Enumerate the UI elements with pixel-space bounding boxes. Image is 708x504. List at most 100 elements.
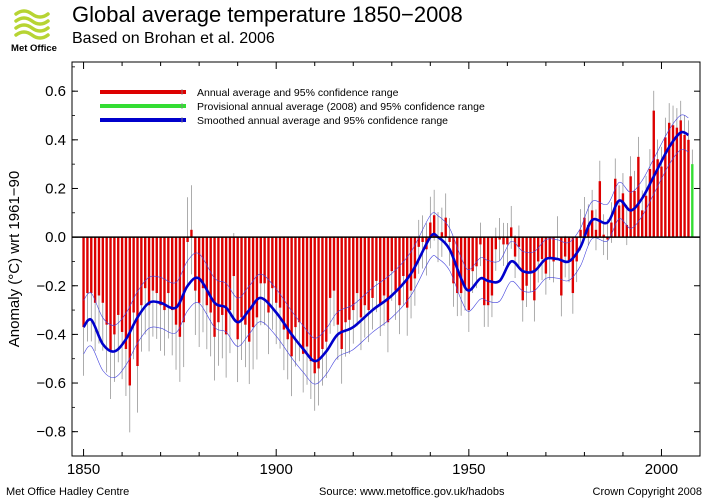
annual-bar [506, 237, 509, 245]
annual-bar [332, 237, 336, 291]
annual-bar [552, 237, 555, 262]
annual-bar [248, 237, 251, 342]
annual-bar [471, 237, 474, 272]
x-tick-label: 1900 [260, 461, 293, 478]
annual-bar [313, 237, 316, 374]
annual-bar [294, 237, 297, 328]
annual-bar [93, 237, 97, 303]
annual-bar [610, 222, 613, 238]
annual-bars [82, 110, 694, 386]
y-tick-label: −0.2 [36, 278, 66, 295]
annual-bar [290, 237, 293, 357]
annual-bar [328, 237, 332, 298]
x-tick-label: 1950 [452, 461, 485, 478]
annual-bar [86, 237, 89, 294]
annual-bar [548, 237, 551, 259]
annual-bar [301, 237, 305, 354]
annual-bar [648, 169, 652, 238]
annual-bar [536, 237, 540, 262]
annual-bar [413, 237, 417, 279]
annual-bar [386, 237, 390, 323]
annual-bar [375, 237, 378, 281]
annual-bar [109, 237, 112, 352]
y-axis-label: Anomaly (°C) wrt 1961−90 [6, 171, 23, 348]
annual-bar [140, 237, 143, 306]
x-tick-label: 2000 [645, 461, 678, 478]
annual-bar [251, 237, 255, 328]
annual-bar [105, 237, 108, 325]
plot-frame [71, 61, 701, 457]
annual-bar [590, 210, 594, 238]
annual-bar [255, 237, 259, 318]
legend-label: Annual average and 95% confidence range [197, 87, 399, 99]
annual-bar [163, 237, 166, 311]
legend: Annual average and 95% confidence range P… [100, 87, 485, 127]
annual-bar [117, 237, 120, 315]
y-tick-label: 0.0 [45, 229, 66, 246]
annual-bar [637, 156, 640, 238]
annual-bar [571, 237, 575, 294]
annual-bar [321, 237, 324, 349]
y-tick-label: −0.4 [36, 326, 66, 343]
annual-bar [617, 205, 621, 238]
annual-bar [278, 237, 282, 308]
annual-bar [170, 237, 174, 311]
annual-bar [124, 237, 128, 349]
annual-bar [444, 217, 447, 238]
chart-subtitle: Based on Brohan et al. 2006 [72, 30, 275, 47]
annual-bar [575, 237, 578, 262]
annual-bar [402, 237, 405, 277]
annual-bar [394, 237, 397, 291]
annual-bar [567, 237, 571, 262]
annual-bar [667, 122, 671, 238]
annual-bar [641, 210, 644, 238]
annual-bar [136, 237, 139, 367]
annual-bar [113, 237, 116, 335]
y-axis: −0.8 −0.6 −0.4 −0.2 0.0 0.2 0.4 0.6 [36, 66, 700, 457]
footer-copyright: Crown Copyright 2008 [592, 486, 702, 498]
annual-bar [463, 237, 467, 289]
annual-bar [409, 237, 413, 291]
annual-bar [186, 237, 189, 242]
annual-bar [90, 237, 93, 294]
annual-bar [587, 224, 590, 238]
annual-bar [579, 229, 582, 238]
annual-bar [363, 237, 367, 306]
annual-bar [687, 139, 690, 238]
annual-bar [305, 237, 309, 347]
annual-bar [217, 237, 220, 323]
annual-bar [259, 237, 262, 284]
annual-bar [533, 237, 536, 301]
annual-bar [309, 237, 313, 362]
annual-bar [529, 237, 532, 272]
annual-bar [621, 193, 625, 238]
annual-bar [128, 237, 131, 386]
annual-bar [606, 237, 609, 240]
annual-bar [664, 137, 667, 238]
annual-bar [147, 237, 151, 306]
annual-bar [448, 237, 451, 242]
legend-label: Smoothed annual average and 95% confiden… [197, 115, 448, 127]
annual-bar [598, 181, 602, 238]
annual-bar [174, 237, 178, 325]
annual-bar [644, 195, 648, 238]
annual-bar [182, 237, 185, 323]
annual-bar [101, 237, 105, 303]
annual-bar [429, 222, 432, 238]
met-office-logo: Met Office [11, 9, 57, 54]
annual-bar [625, 224, 628, 238]
annual-bar [459, 237, 463, 294]
annual-bar [544, 237, 548, 274]
y-tick-label: 0.4 [45, 132, 66, 149]
annual-bar [120, 237, 124, 332]
chart-title: Global average temperature 1850−2008 [72, 2, 463, 27]
annual-bar [367, 237, 370, 311]
annual-bar [479, 237, 482, 245]
footer-source: Source: www.metoffice.gov.uk/hadobs [319, 486, 505, 498]
annual-bar [355, 237, 359, 294]
annual-bar [490, 237, 494, 296]
footer-credit: Met Office Hadley Centre [6, 486, 130, 498]
annual-bar [325, 237, 328, 342]
x-axis: 1850 1900 1950 2000 [67, 62, 701, 478]
annual-bar [602, 234, 605, 238]
